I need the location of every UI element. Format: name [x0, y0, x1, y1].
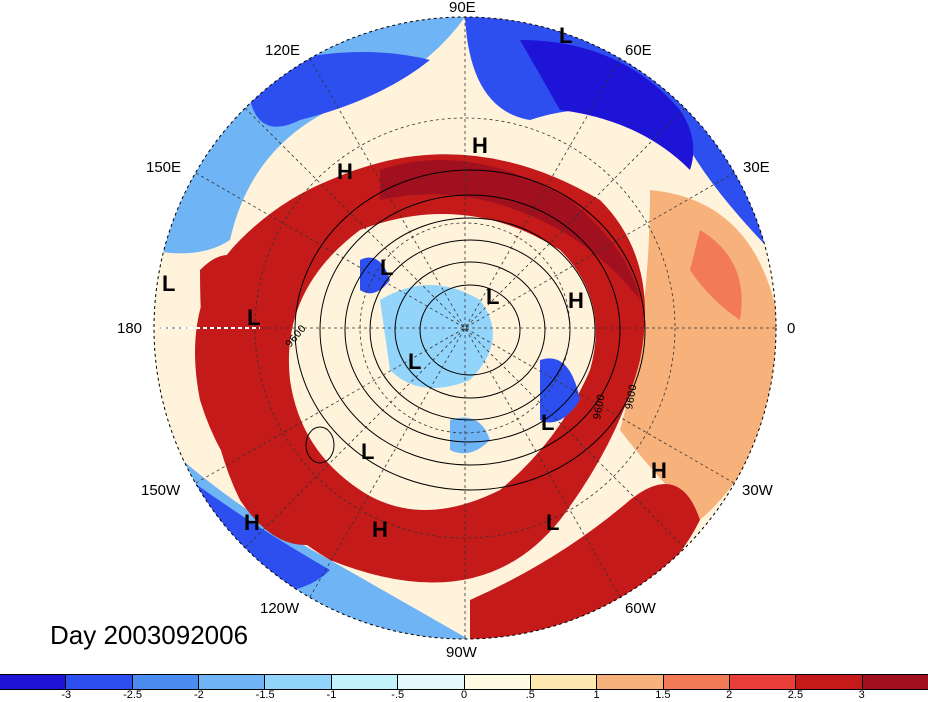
colorbar-segment [530, 675, 598, 689]
contour-label: 9600 [624, 384, 639, 411]
colorbar-tick-label: 1 [593, 689, 600, 701]
colorbar-segment [398, 675, 465, 689]
colorbar-tick-label: 0 [460, 689, 468, 701]
high-pressure-label: H [244, 510, 260, 535]
high-pressure-label: H [568, 288, 584, 313]
colorbar-tick-label: -3 [61, 689, 72, 701]
colorbar-segment [729, 675, 797, 689]
lon-label-90e: 90E [449, 0, 476, 16]
lon-label-150e: 150E [146, 159, 182, 176]
colorbar-segment [663, 675, 730, 689]
lon-label-30e: 30E [743, 159, 770, 176]
lon-label-120w: 120W [260, 600, 300, 617]
low-pressure-label: L [486, 284, 499, 309]
lon-label-60e: 60E [625, 42, 652, 59]
colorbar-segment [862, 675, 928, 689]
colorbar-segment [464, 675, 531, 689]
contour-label: 9600 [592, 394, 607, 421]
lon-label-90w: 90W [446, 644, 477, 661]
colorbar-tick-label: 1.5 [655, 689, 671, 701]
lon-label-0: 0 [787, 320, 796, 337]
high-pressure-label: H [472, 133, 488, 158]
colorbar-tick-label: -.5 [391, 689, 405, 701]
colorbar-segment [597, 675, 664, 689]
lon-label-30w: 30W [742, 482, 773, 499]
colorbar-tick-label: -2 [193, 689, 204, 701]
low-pressure-label: L [162, 271, 175, 296]
low-pressure-label: L [546, 510, 559, 535]
colorbar-segment [265, 675, 332, 689]
low-pressure-label: L [541, 410, 554, 435]
colorbar-segment [66, 675, 133, 689]
low-pressure-label: L [559, 23, 572, 48]
high-pressure-label: H [372, 517, 388, 542]
colorbar-segment [331, 675, 399, 689]
low-pressure-label: L [380, 255, 393, 280]
colorbar-tick-label: .5 [525, 689, 535, 701]
colorbar-tick-label: 3 [858, 689, 865, 701]
colorbar-segment [199, 675, 266, 689]
low-pressure-label: L [247, 305, 260, 330]
colorbar-tick-label: -2.5 [123, 689, 143, 701]
high-pressure-label: H [337, 159, 353, 184]
lon-label-120e: 120E [265, 42, 301, 59]
map-title: Day 2003092006 [50, 620, 249, 650]
colorbar [0, 674, 928, 690]
colorbar-tick-label: -1 [326, 689, 337, 701]
low-pressure-label: L [408, 349, 421, 374]
lon-label-180: 180 [117, 320, 143, 337]
colorbar-segment [132, 675, 200, 689]
colorbar-tick-label: 2.5 [787, 689, 804, 701]
colorbar-segment [796, 675, 863, 689]
lon-label-60w: 60W [625, 600, 656, 617]
high-pressure-label: H [651, 458, 667, 483]
lon-label-150w: 150W [141, 482, 181, 499]
colorbar-tick-label: -1.5 [255, 689, 275, 701]
low-pressure-label: L [361, 439, 374, 464]
anomaly-field [154, 17, 776, 639]
colorbar-segment [0, 675, 67, 689]
colorbar-tick-label: 2 [726, 689, 733, 701]
